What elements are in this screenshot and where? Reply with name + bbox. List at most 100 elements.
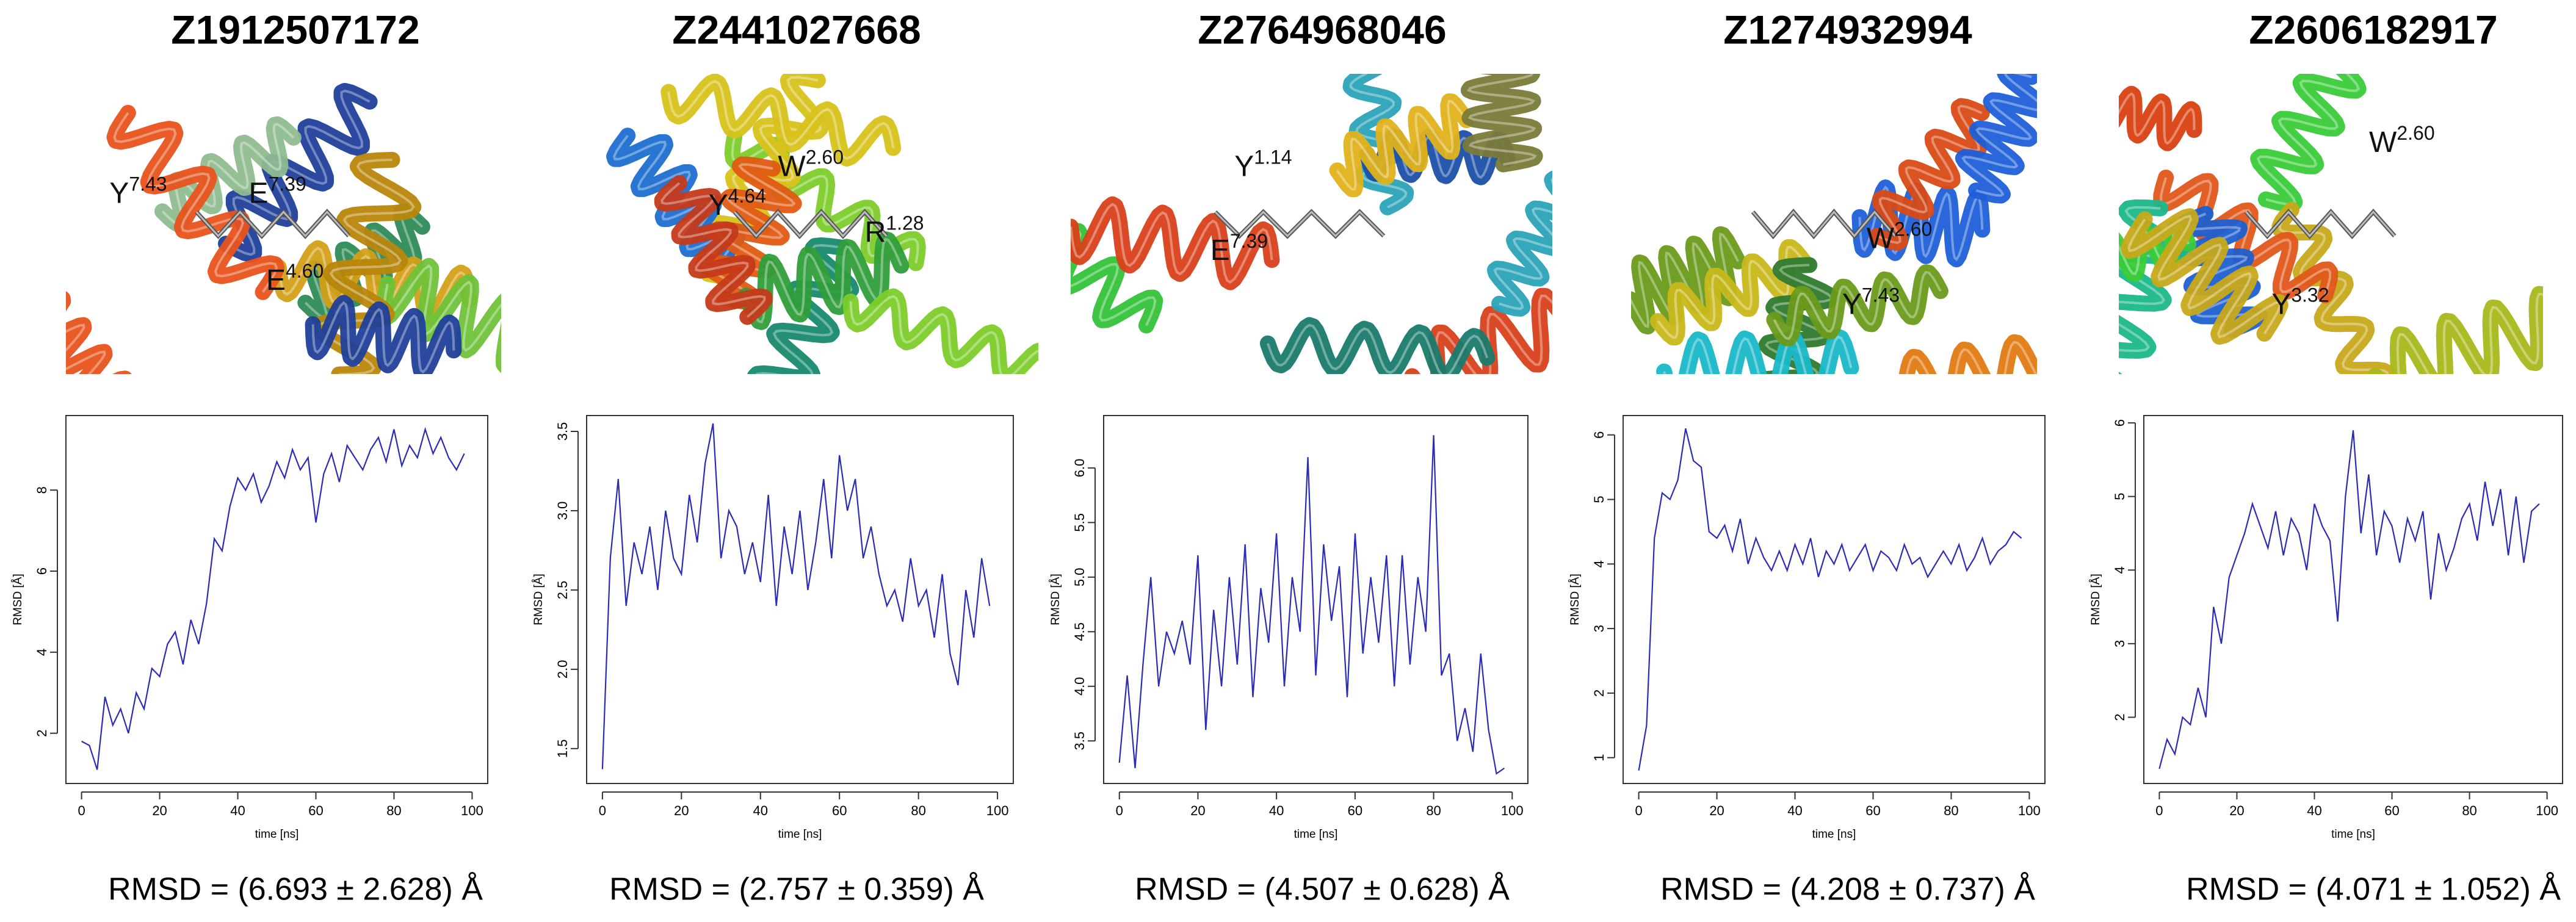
helix-highlight <box>1466 74 1537 166</box>
helix-ribbon <box>1259 317 1496 374</box>
y-tick-label: 4.0 <box>1072 677 1087 696</box>
structure-image <box>604 74 1038 374</box>
x-tick-label: 0 <box>1635 803 1642 818</box>
helix-highlight <box>1349 74 1408 209</box>
helix-highlight <box>225 89 371 256</box>
helix-highlight <box>2396 292 2543 374</box>
residue-label: E4.60 <box>266 260 324 297</box>
helix-ribbon <box>1461 74 1543 173</box>
y-tick-label: 6 <box>2112 419 2127 427</box>
rmsd-caption: RMSD = (4.071 ± 1.052) Å <box>2186 872 2561 907</box>
y-tick-label: 2.5 <box>555 581 570 600</box>
ligand-light <box>2245 211 2395 237</box>
residue-label: E7.39 <box>248 173 306 210</box>
residue-number: 1.28 <box>886 212 924 234</box>
helix-ribbon <box>218 82 378 263</box>
helix-ribbon <box>660 74 902 167</box>
plot-frame <box>2143 415 2563 784</box>
x-tick-label: 40 <box>1269 803 1284 818</box>
y-tick-label: 5 <box>1591 495 1607 503</box>
ligand-light <box>1214 211 1384 237</box>
helix-highlight <box>660 182 766 319</box>
helix-ribbon <box>1342 74 1414 215</box>
helix-highlight <box>667 80 895 160</box>
rmsd-caption: RMSD = (2.757 ± 0.359) Å <box>609 872 984 907</box>
residue-name: R <box>865 217 886 249</box>
x-tick-label: 100 <box>2536 803 2558 818</box>
helix-ribbon <box>1656 328 1859 374</box>
y-axis-label: RMSD [Å] <box>532 574 545 625</box>
x-tick-label: 60 <box>2384 803 2399 818</box>
residue-label: W2.60 <box>778 146 844 182</box>
y-axis-label: RMSD [Å] <box>1569 574 1582 625</box>
x-axis-label: time [ns] <box>778 828 822 841</box>
rmsd-caption: RMSD = (6.693 ± 2.628) Å <box>108 872 483 907</box>
residue-name: E <box>248 178 268 210</box>
y-tick-label: 1.5 <box>555 740 570 758</box>
x-tick-label: 80 <box>386 803 401 818</box>
x-tick-label: 100 <box>986 803 1009 818</box>
structure-image <box>2119 74 2543 374</box>
plot-frame <box>65 415 488 784</box>
helix-highlight <box>2256 74 2361 206</box>
y-tick-label: 3.5 <box>555 422 570 441</box>
x-tick-label: 0 <box>2155 803 2163 818</box>
helix-ribbon <box>375 258 501 373</box>
y-tick-label: 6.0 <box>1072 459 1087 478</box>
x-tick-label: 100 <box>1501 803 1524 818</box>
residue-label: E7.39 <box>1210 230 1268 267</box>
x-tick-label: 80 <box>2462 803 2477 818</box>
residue-name: W <box>1867 222 1895 254</box>
panel: Z1912507172 Y7.43 E7.39 E4.60 RMSD = (6.693 … <box>66 7 501 907</box>
y-tick-label: 2 <box>2112 713 2127 721</box>
residue-label: Y7.43 <box>109 173 167 210</box>
residue-label: Y1.14 <box>1234 146 1292 182</box>
x-tick-label: 20 <box>2229 803 2244 818</box>
residue-name: E <box>1210 234 1230 267</box>
helix-highlight <box>1773 271 1942 340</box>
y-tick-label: 8 <box>34 486 49 494</box>
rmsd-caption: RMSD = (4.208 ± 0.737) Å <box>1660 872 2035 907</box>
x-tick-label: 40 <box>753 803 768 818</box>
panel-title: Z1912507172 <box>171 7 419 52</box>
x-tick-label: 40 <box>230 803 245 818</box>
y-tick-label: 4 <box>2112 566 2127 574</box>
helix-highlight <box>1435 294 1552 374</box>
rmsd-line <box>2158 430 2540 769</box>
helix-highlight <box>849 295 1038 374</box>
residue-number: 2.60 <box>806 146 844 168</box>
helix-highlight <box>2278 209 2389 374</box>
y-tick-label: 3 <box>1591 625 1607 632</box>
y-tick-label: 5.0 <box>1072 568 1087 587</box>
x-tick-label: 60 <box>1865 803 1880 818</box>
x-tick-label: 60 <box>308 803 323 818</box>
helix-ribbon <box>1071 196 1280 290</box>
residue-number: 7.39 <box>268 173 306 195</box>
ligand-light <box>734 211 888 237</box>
helix-ribbon <box>1650 239 1814 346</box>
y-tick-label: 4.5 <box>1072 622 1087 641</box>
helix-ribbon <box>2271 201 2396 374</box>
residue-label: W2.60 <box>1867 218 1933 254</box>
panel: Z2606182917 W2.60 Y3.32 RMSD = (4.071 ± 1.0… <box>2119 7 2561 907</box>
y-tick-label: 2 <box>34 730 49 737</box>
residue-number: 7.43 <box>129 173 167 195</box>
helix-highlight <box>1336 99 1467 191</box>
rmsd-line <box>1638 428 2022 771</box>
rmsd-chart: 0 20 40 60 80 100 2 4 6 8 time [ns] RMSD [Å] <box>12 415 488 841</box>
panel: Z2764968046 Y1.14 E7.39 RMSD = (4.507 ± 0.6… <box>1071 7 1552 907</box>
helix-highlight <box>113 112 278 293</box>
ligand-light <box>195 211 350 237</box>
panel-title: Z2441027668 <box>672 7 921 52</box>
helix-ribbon <box>305 295 462 374</box>
y-tick-label: 1 <box>1591 754 1607 762</box>
panel: Z1274932994 W2.60 Y7.43 RMSD = (4.208 ± 0.7… <box>1631 7 2037 907</box>
y-tick-label: 4 <box>34 649 49 656</box>
helix-highlight <box>382 264 501 352</box>
helix-ribbon <box>1766 264 1948 347</box>
helix-ribbon <box>1869 98 1990 251</box>
rmsd-line <box>81 427 465 770</box>
x-axis-label: time [ns] <box>1812 828 1856 841</box>
x-tick-label: 20 <box>1709 803 1724 818</box>
